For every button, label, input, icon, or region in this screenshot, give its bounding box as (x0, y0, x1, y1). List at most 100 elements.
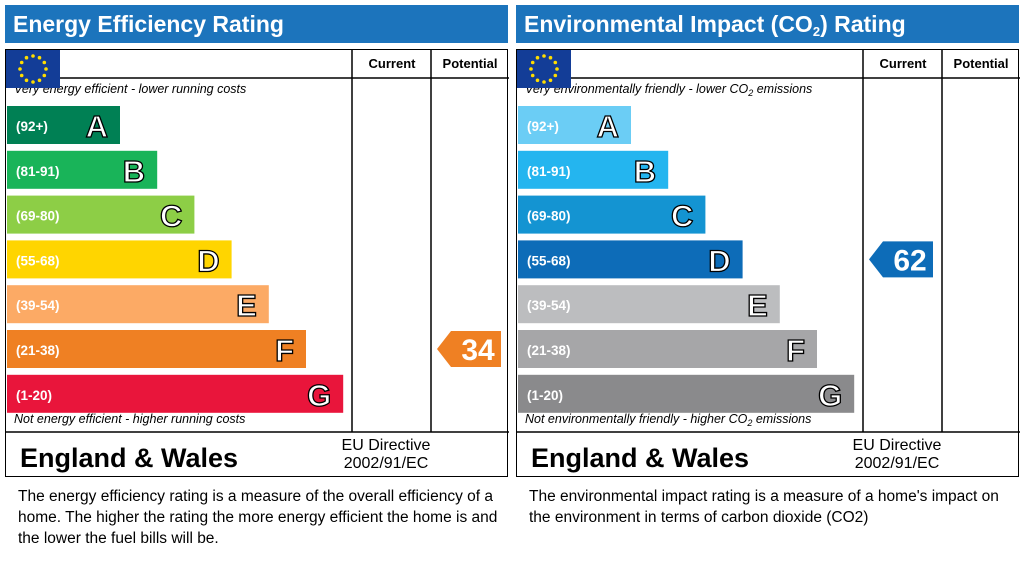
environment-band-d (518, 240, 743, 279)
environment-title-suffix: ) Rating (820, 11, 906, 37)
energy-description: The energy efficiency rating is a measur… (18, 488, 498, 547)
energy-band-letter: F (275, 333, 294, 368)
eu-flag-icon (517, 50, 571, 88)
energy-band-range: (81-91) (16, 164, 60, 179)
energy-band-b (7, 150, 158, 189)
eu-star-icon (542, 54, 546, 58)
eu-star-icon (37, 55, 42, 60)
environment-band-letter: E (747, 288, 768, 323)
environment-band-range: (69-80) (527, 209, 571, 224)
energy-bottom-note: Not energy efficient - higher running co… (14, 412, 246, 426)
energy-band-range: (55-68) (16, 253, 60, 268)
environment-top-note: Very environmentally friendly - lower CO… (525, 82, 813, 98)
energy-band-range: (21-38) (16, 343, 60, 358)
environment-region: England & Wales (531, 443, 750, 473)
energy-band-letter: E (236, 288, 257, 323)
environment-current-value: 62 (893, 244, 926, 277)
eu-star-icon (535, 78, 540, 83)
eu-star-icon (31, 80, 35, 84)
environment-chart: (92+) A (81-91) B (69-80) C (55-68) D (39-54) E (2… (516, 49, 1020, 477)
eu-flag-icon (6, 50, 60, 88)
environment-band-f (518, 330, 817, 368)
eu-star-icon (535, 55, 540, 60)
energy-band-a (7, 106, 120, 144)
environment-band-c (518, 195, 706, 234)
energy-band-c (7, 195, 195, 234)
environment-chart-svg: (92+) A (81-91) B (69-80) C (55-68) D (39-54) E (2… (517, 50, 1020, 433)
energy-directive-line1: EU Directive (341, 437, 431, 454)
environment-current-header: Current (879, 56, 927, 71)
environment-band-letter: C (671, 199, 693, 234)
environment-band-g (518, 374, 855, 413)
environment-bottom-note: Not environmentally friendly - higher CO… (525, 412, 812, 428)
energy-band-letter: G (307, 378, 331, 413)
energy-rating-panel: Energy Efficiency Rating (92+) A (81-91) B(… (5, 5, 509, 550)
eu-star-icon (42, 60, 47, 65)
environment-description: The environmental impact rating is a mea… (529, 488, 999, 526)
energy-band-range: (92+) (16, 119, 48, 134)
environment-band-range: (81-91) (527, 164, 571, 179)
environment-title: Environmental Impact (CO2) Rating (516, 5, 1019, 43)
environment-directive-line1: EU Directive (852, 437, 942, 454)
energy-band-letter: C (160, 199, 182, 234)
eu-star-icon (530, 60, 535, 65)
environment-band-range: (39-54) (527, 298, 571, 313)
energy-potential-header: Potential (442, 56, 498, 71)
energy-potential-arrow (437, 331, 501, 367)
energy-band-letter: D (197, 243, 219, 278)
eu-star-icon (24, 78, 29, 83)
energy-directive: EU Directive 2002/91/EC (336, 437, 436, 473)
environment-band-letter: F (786, 333, 805, 368)
environment-potential-header: Potential (953, 56, 1009, 71)
environment-bottom-note-prefix: Not environmentally friendly - higher CO (525, 412, 748, 426)
eu-star-icon (548, 78, 553, 83)
eu-star-icon (37, 78, 42, 83)
environment-band-letter: D (708, 243, 730, 278)
environment-rating-panel: Environmental Impact (CO2) Rating (92+) A… (516, 5, 1020, 550)
environment-top-note-suffix: emissions (753, 82, 813, 96)
energy-title: Energy Efficiency Rating (5, 5, 508, 43)
energy-region: England & Wales (20, 443, 239, 473)
environment-title-sub: 2 (812, 24, 821, 39)
environment-band-b (518, 150, 669, 189)
eu-star-icon (24, 55, 29, 60)
energy-band-range: (39-54) (16, 298, 60, 313)
environment-band-range: (92+) (527, 119, 559, 134)
environment-band-letter: B (634, 154, 656, 189)
energy-band-f (7, 330, 306, 368)
environment-directive: EU Directive 2002/91/EC (847, 437, 947, 473)
energy-chart-svg: (92+) A (81-91) B (69-80) C (55-68) D (39-54) E (2… (6, 50, 509, 433)
eu-star-icon (42, 73, 47, 78)
eu-star-icon (553, 60, 558, 65)
environment-bottom-note-sub: 2 (747, 418, 753, 428)
energy-top-note: Very energy efficient - lower running co… (14, 82, 247, 96)
energy-band-range: (69-80) (16, 209, 60, 224)
eu-star-icon (548, 55, 553, 60)
energy-directive-line2: 2002/91/EC (343, 455, 429, 472)
environment-band-range: (21-38) (527, 343, 571, 358)
environment-band-range: (1-20) (527, 388, 563, 403)
environment-title-prefix: Environmental Impact (CO (524, 11, 813, 37)
environment-band-e (518, 285, 780, 324)
environment-band-range: (55-68) (527, 253, 571, 268)
energy-band-g (7, 374, 344, 413)
energy-potential-value: 34 (461, 334, 495, 367)
environment-band-letter: G (818, 378, 842, 413)
eu-star-icon (530, 73, 535, 78)
eu-star-icon (542, 80, 546, 84)
eu-star-icon (553, 73, 558, 78)
energy-band-range: (1-20) (16, 388, 52, 403)
eu-star-icon (555, 67, 559, 71)
eu-star-icon (529, 67, 533, 71)
environment-top-note-sub: 2 (748, 88, 754, 98)
energy-band-d (7, 240, 232, 279)
eu-star-icon (19, 60, 24, 65)
eu-star-icon (19, 73, 24, 78)
eu-star-icon (44, 67, 48, 71)
environment-directive-line2: 2002/91/EC (854, 455, 940, 472)
environment-top-note-prefix: Very environmentally friendly - lower CO (525, 82, 749, 96)
energy-chart: (92+) A (81-91) B (69-80) C (55-68) D (39-54) E (2… (5, 49, 509, 477)
eu-star-icon (31, 54, 35, 58)
environment-bottom-note-suffix: emissions (752, 412, 812, 426)
eu-star-icon (18, 67, 22, 71)
